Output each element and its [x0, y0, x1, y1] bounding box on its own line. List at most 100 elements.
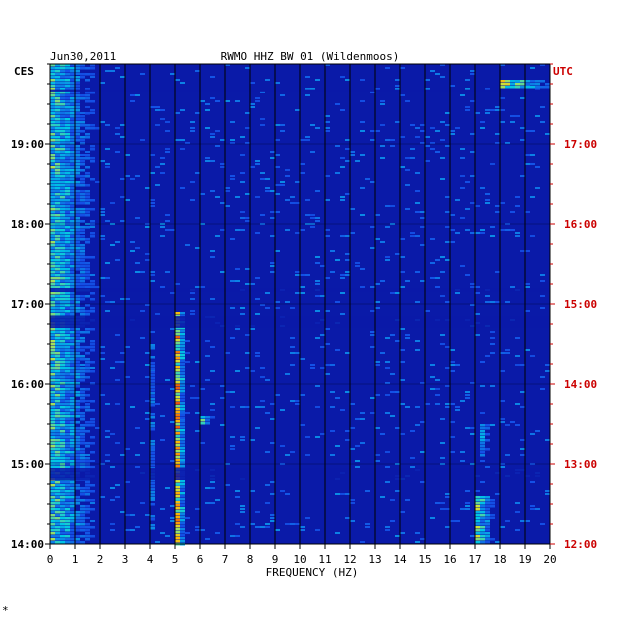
heatmap-cell: [440, 271, 445, 273]
heatmap-cell: [80, 157, 85, 160]
heatmap-cell: [330, 250, 335, 252]
heatmap-cell: [70, 304, 75, 307]
heatmap-cell: [65, 409, 70, 412]
heatmap-cell: [260, 526, 265, 528]
heatmap-cell: [50, 115, 55, 118]
heatmap-cell: [265, 190, 270, 192]
heatmap-cell: [410, 148, 415, 150]
heatmap-cell: [205, 538, 210, 540]
heatmap-cell: [475, 523, 480, 526]
heatmap-cell: [70, 283, 75, 286]
heatmap-cell: [220, 166, 225, 168]
heatmap-cell: [205, 127, 210, 129]
heatmap-cell: [250, 439, 255, 441]
heatmap-cell: [75, 526, 80, 529]
heatmap-cell: [175, 381, 180, 384]
heatmap-cell: [80, 313, 85, 316]
heatmap-cell: [240, 211, 245, 213]
heatmap-cell: [175, 495, 180, 498]
heatmap-cell: [175, 537, 180, 540]
heatmap-cell: [150, 347, 155, 350]
heatmap-cell: [410, 157, 415, 159]
heatmap-cell: [480, 517, 485, 520]
heatmap-cell: [65, 163, 70, 166]
heatmap-cell: [275, 250, 280, 252]
heatmap-cell: [85, 535, 90, 538]
heatmap-cell: [55, 367, 60, 370]
heatmap-cell: [460, 451, 465, 453]
heatmap-cell: [175, 372, 180, 375]
heatmap-cell: [175, 528, 180, 531]
heatmap-cell: [540, 121, 545, 123]
heatmap-cell: [75, 145, 80, 148]
heatmap-cell: [75, 91, 80, 94]
heatmap-cell: [535, 166, 540, 168]
heatmap-cell: [85, 400, 90, 402]
heatmap-cell: [485, 505, 490, 508]
heatmap-cell: [85, 481, 90, 484]
heatmap-cell: [70, 280, 75, 283]
date-label: Jun30,2011: [50, 50, 116, 63]
heatmap-cell: [100, 295, 105, 297]
heatmap-cell: [55, 205, 60, 208]
heatmap-cell: [65, 445, 70, 448]
heatmap-cell: [55, 115, 60, 118]
heatmap-cell: [80, 238, 85, 241]
heatmap-cell: [175, 453, 180, 456]
heatmap-cell: [60, 253, 65, 256]
heatmap-cell: [175, 312, 180, 315]
heatmap-cell: [135, 526, 140, 528]
heatmap-cell: [525, 349, 530, 351]
heatmap-cell: [85, 454, 90, 456]
heatmap-cell: [75, 457, 80, 460]
heatmap-cell: [70, 100, 75, 103]
heatmap-cell: [315, 256, 320, 258]
heatmap-cell: [420, 124, 425, 126]
heatmap-cell: [75, 112, 80, 115]
heatmap-cell: [335, 172, 340, 174]
heatmap-cell: [65, 466, 70, 469]
heatmap-cell: [520, 391, 525, 393]
heatmap-cell: [75, 115, 80, 118]
heatmap-cell: [275, 193, 280, 195]
heatmap-cell: [70, 502, 75, 505]
heatmap-cell: [105, 124, 110, 126]
heatmap-cell: [465, 208, 470, 210]
heatmap-cell: [75, 538, 80, 541]
heatmap-cell: [175, 420, 180, 423]
heatmap-cell: [60, 280, 65, 283]
heatmap-cell: [325, 343, 330, 345]
heatmap-cell: [50, 232, 55, 235]
heatmap-cell: [90, 256, 95, 259]
heatmap-cell: [470, 70, 475, 72]
heatmap-cell: [55, 328, 60, 331]
heatmap-cell: [75, 202, 80, 205]
heatmap-cell: [150, 455, 155, 458]
heatmap-cell: [420, 481, 425, 483]
heatmap-cell: [425, 88, 430, 90]
heatmap-cell: [275, 307, 280, 309]
heatmap-cell: [70, 541, 75, 544]
heatmap-cell: [65, 67, 70, 70]
heatmap-cell: [75, 157, 80, 160]
heatmap-cell: [265, 292, 270, 294]
heatmap-cell: [60, 115, 65, 118]
heatmap-cell: [180, 423, 185, 426]
heatmap-cell: [60, 166, 65, 169]
heatmap-cell: [445, 385, 450, 387]
heatmap-cell: [305, 88, 310, 90]
heatmap-cell: [445, 406, 450, 408]
heatmap-cell: [475, 511, 480, 514]
heatmap-cell: [145, 364, 150, 366]
heatmap-cell: [60, 178, 65, 181]
heatmap-cell: [165, 148, 170, 150]
heatmap-cell: [175, 112, 180, 114]
heatmap-cell: [265, 379, 270, 381]
heatmap-cell: [70, 481, 75, 484]
heatmap-cell: [55, 400, 60, 403]
heatmap-cell: [280, 490, 285, 492]
heatmap-cell: [50, 91, 55, 94]
heatmap-cell: [475, 286, 480, 288]
heatmap-cell: [75, 118, 80, 121]
heatmap-cell: [165, 535, 170, 537]
